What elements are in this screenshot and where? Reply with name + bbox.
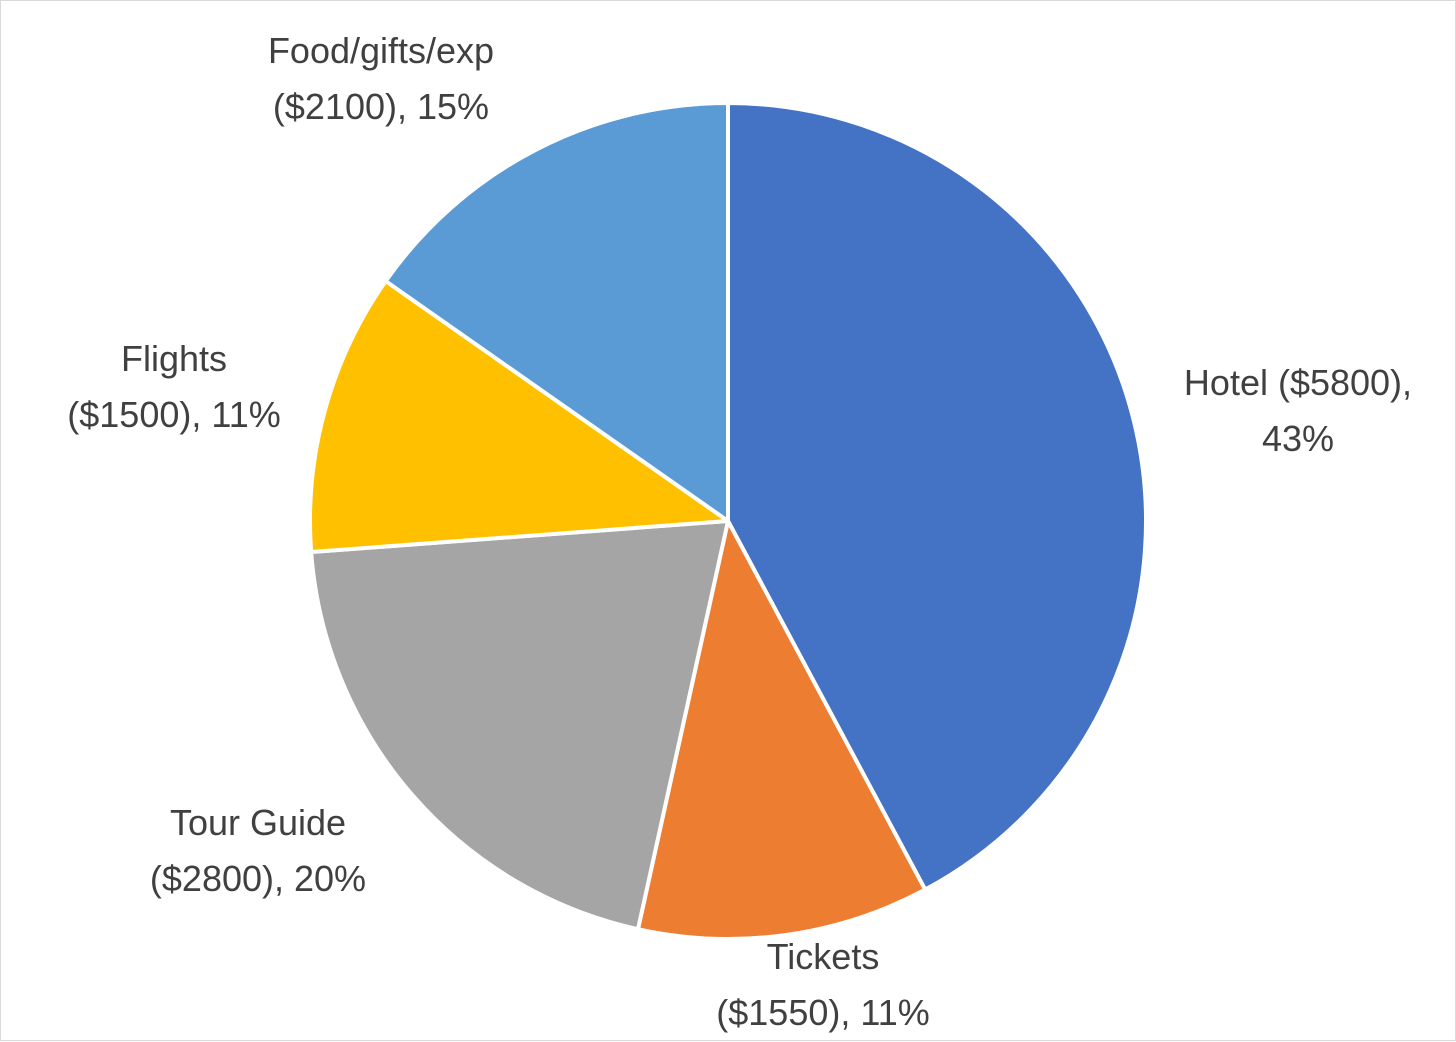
pie-slice-hotel <box>726 101 1148 892</box>
pie-slice-flights <box>308 279 730 555</box>
data-label-tour-guide: Tour Guide ($2800), 20% <box>150 802 366 899</box>
data-label-line: ($1550), 11% <box>716 992 929 1033</box>
data-label-line: ($1500), 11% <box>67 394 280 435</box>
slice-labels: Hotel ($5800), 43% Tickets ($1550), 11% Tour… <box>67 30 1412 1033</box>
pie-slice-tickets <box>635 519 928 941</box>
data-label-line: Food/gifts/exp <box>268 30 494 71</box>
data-label-line: 43% <box>1262 418 1334 459</box>
data-label-hotel: Hotel ($5800), 43% <box>1184 362 1412 459</box>
data-label-line: Flights <box>121 338 227 379</box>
data-label-line: Hotel ($5800), <box>1184 362 1412 403</box>
data-label-food-gifts-exp: Food/gifts/exp ($2100), 15% <box>268 30 494 127</box>
pie-slice-food-gifts-exp <box>383 101 730 523</box>
pie-slices <box>308 101 1148 941</box>
data-label-line: Tickets <box>767 936 880 977</box>
data-label-line: ($2800), 20% <box>150 858 366 899</box>
data-label-flights: Flights ($1500), 11% <box>67 338 280 435</box>
data-label-line: ($2100), 15% <box>273 86 489 127</box>
pie-slice-tour-guide <box>309 519 730 932</box>
data-label-line: Tour Guide <box>170 802 346 843</box>
data-label-tickets: Tickets ($1550), 11% <box>716 936 929 1033</box>
